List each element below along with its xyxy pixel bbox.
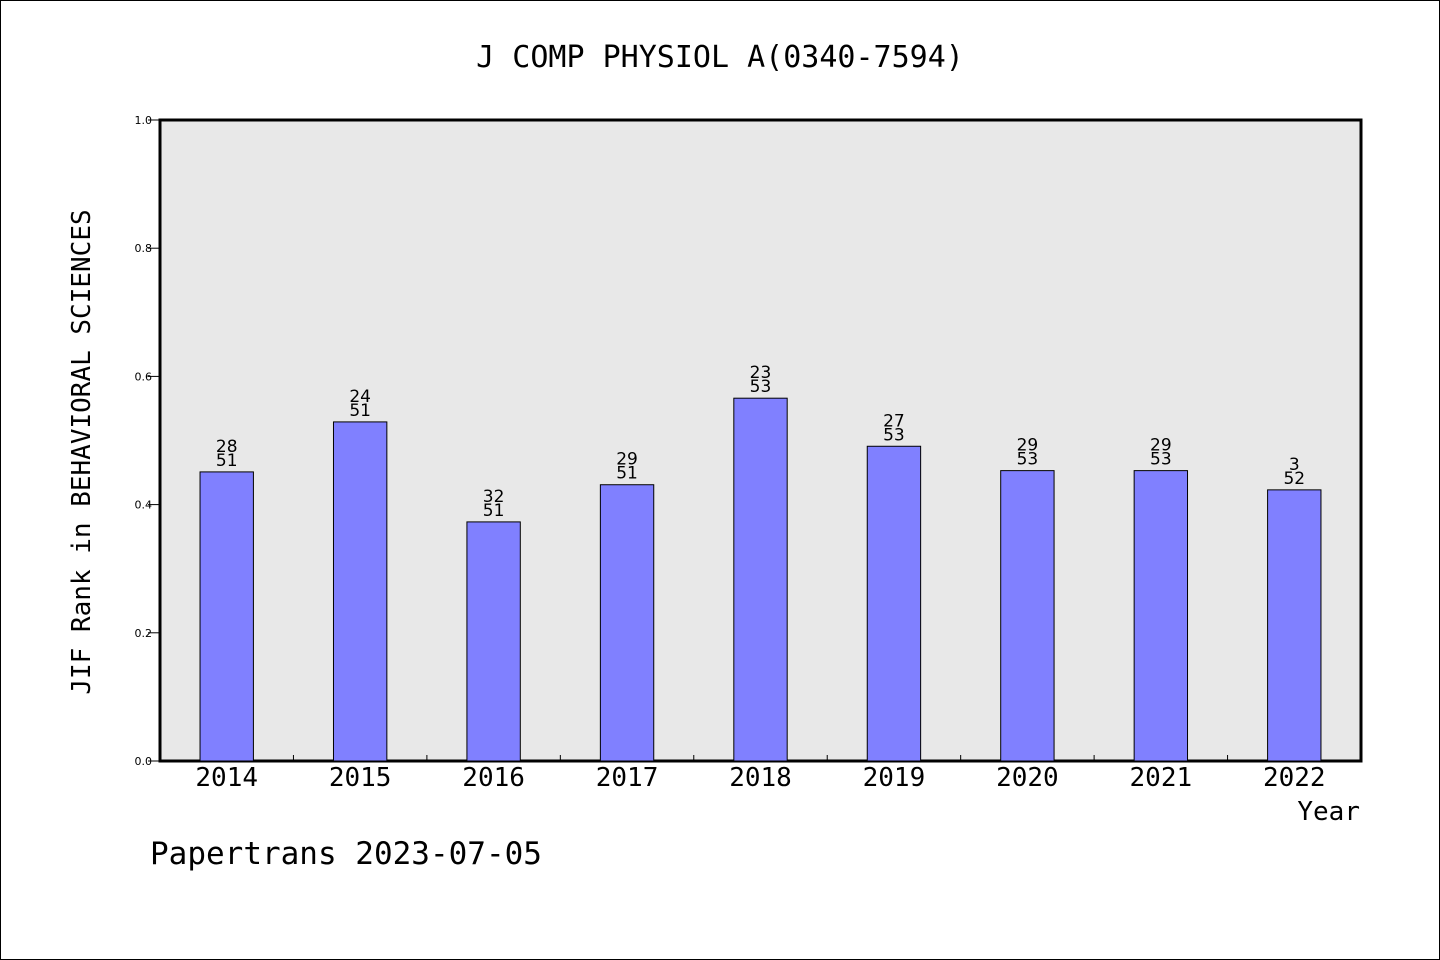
footer-note: Papertrans 2023-07-05 bbox=[150, 836, 542, 872]
x-tick-label: 2019 bbox=[863, 763, 926, 793]
bar-2021 bbox=[1133, 470, 1189, 762]
bar-total-label: 53 bbox=[1150, 450, 1172, 470]
bar-total-label: 53 bbox=[750, 377, 772, 397]
bar-2016 bbox=[466, 521, 521, 762]
bar-total-label: 51 bbox=[349, 401, 371, 421]
bar-rank-label: 28 bbox=[216, 437, 238, 457]
y-tick-label: 0.2 bbox=[135, 627, 153, 640]
x-tick-label: 2020 bbox=[996, 763, 1059, 793]
bar-total-label: 52 bbox=[1283, 469, 1305, 489]
x-tick-label: 2017 bbox=[596, 763, 659, 793]
y-axis-label: JIF Rank in BEHAVIORAL SCIENCES bbox=[67, 209, 97, 694]
bar-rank-label: 32 bbox=[483, 487, 505, 507]
x-tick-label: 2018 bbox=[729, 763, 792, 793]
x-axis-label: Year bbox=[1297, 797, 1360, 827]
bar-rank-label: 29 bbox=[1017, 436, 1039, 456]
bar-total-label: 51 bbox=[216, 451, 238, 471]
x-tick-label: 2022 bbox=[1263, 763, 1326, 793]
bar-rank-label: 23 bbox=[750, 363, 772, 383]
bar-2018 bbox=[733, 397, 788, 762]
bar-2015 bbox=[332, 421, 388, 762]
y-axis: 0.0 0.2 0.4 0.6 0.8 1.0 bbox=[135, 114, 160, 768]
bar-rank-label: 3 bbox=[1289, 455, 1300, 475]
bar-rank-label: 27 bbox=[883, 411, 905, 431]
bar-rank-label: 24 bbox=[349, 387, 371, 407]
x-tick-label: 2021 bbox=[1130, 763, 1193, 793]
bar-rank-label: 29 bbox=[1150, 436, 1172, 456]
x-tick-label: 2016 bbox=[462, 763, 525, 793]
x-tick-label: 2015 bbox=[329, 763, 392, 793]
bar-2022 bbox=[1267, 489, 1322, 762]
bar-2019 bbox=[866, 445, 922, 762]
bar-total-label: 53 bbox=[883, 425, 905, 445]
y-tick-label: 1.0 bbox=[135, 114, 153, 127]
x-axis: 2014 2015 2016 2017 2018 2019 2020 2021 2022 bbox=[195, 755, 1326, 793]
bars bbox=[199, 397, 1322, 762]
chart-title: J COMP PHYSIOL A(0340-7594) bbox=[476, 40, 964, 75]
bar-2014 bbox=[199, 471, 254, 762]
y-tick-label: 0.4 bbox=[135, 499, 153, 512]
y-tick-label: 0.6 bbox=[135, 370, 153, 383]
bar-total-label: 53 bbox=[1017, 450, 1039, 470]
y-tick-label: 0.8 bbox=[135, 242, 153, 255]
bar-2017 bbox=[599, 484, 655, 762]
bar-total-label: 51 bbox=[483, 501, 505, 521]
y-tick-label: 0.0 bbox=[135, 755, 153, 768]
x-tick-label: 2014 bbox=[195, 763, 258, 793]
bar-total-label: 51 bbox=[616, 464, 638, 484]
bar-rank-label: 29 bbox=[616, 450, 638, 470]
bar-2020 bbox=[1000, 470, 1055, 762]
